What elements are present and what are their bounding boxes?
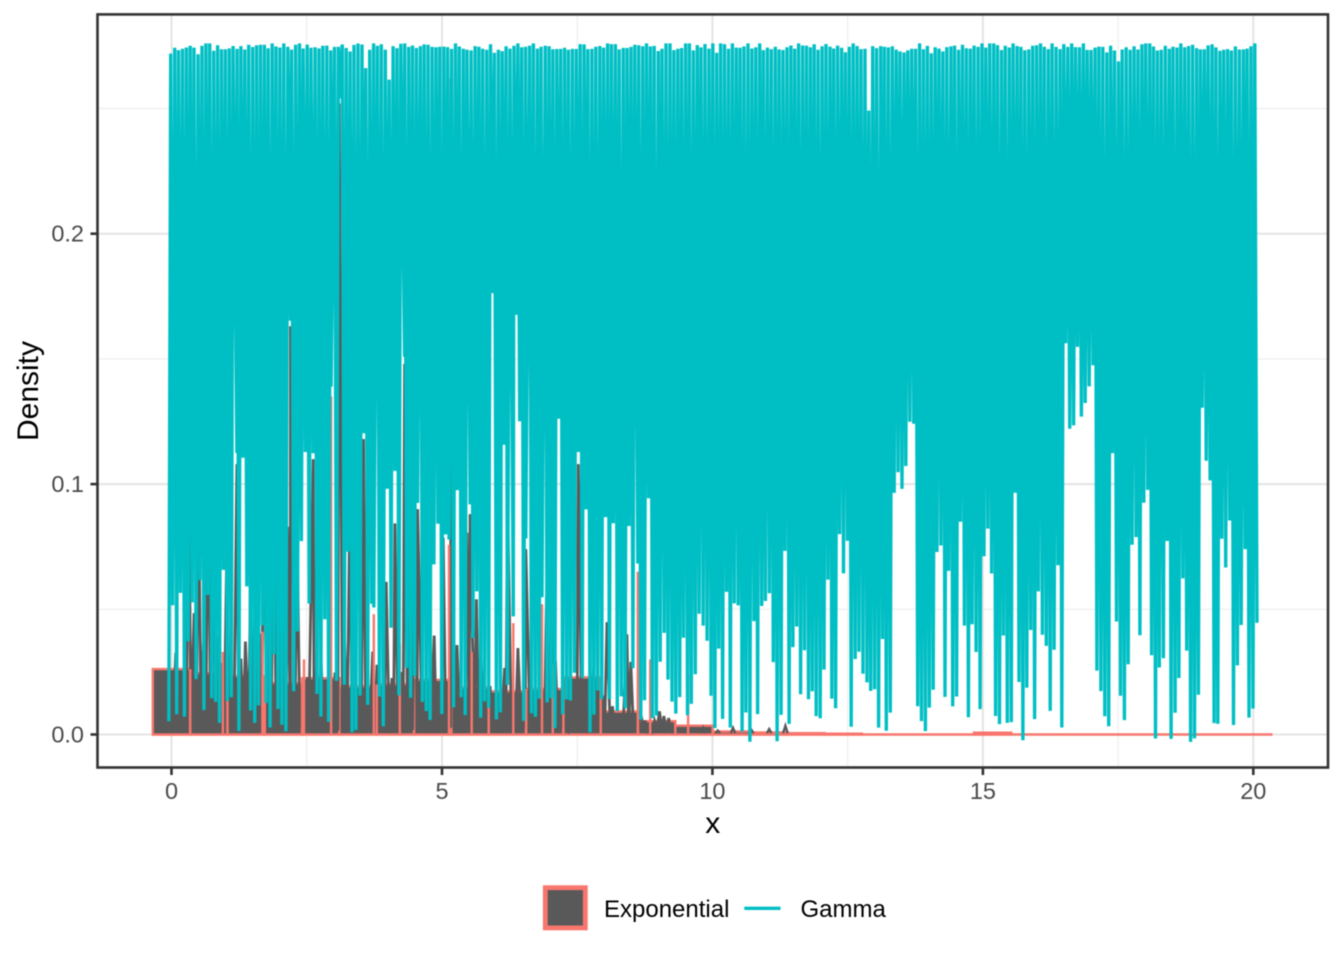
svg-text:0.0: 0.0: [51, 722, 84, 748]
svg-text:0.2: 0.2: [51, 221, 84, 247]
svg-text:10: 10: [699, 778, 725, 804]
svg-text:Gamma: Gamma: [801, 896, 887, 923]
svg-text:Exponential: Exponential: [604, 896, 729, 923]
svg-text:15: 15: [970, 778, 996, 804]
svg-text:0: 0: [165, 778, 178, 804]
svg-text:5: 5: [435, 778, 448, 804]
svg-text:Density: Density: [12, 341, 45, 441]
svg-text:x: x: [705, 807, 720, 840]
svg-text:0.1: 0.1: [51, 471, 84, 497]
svg-text:20: 20: [1240, 778, 1266, 804]
